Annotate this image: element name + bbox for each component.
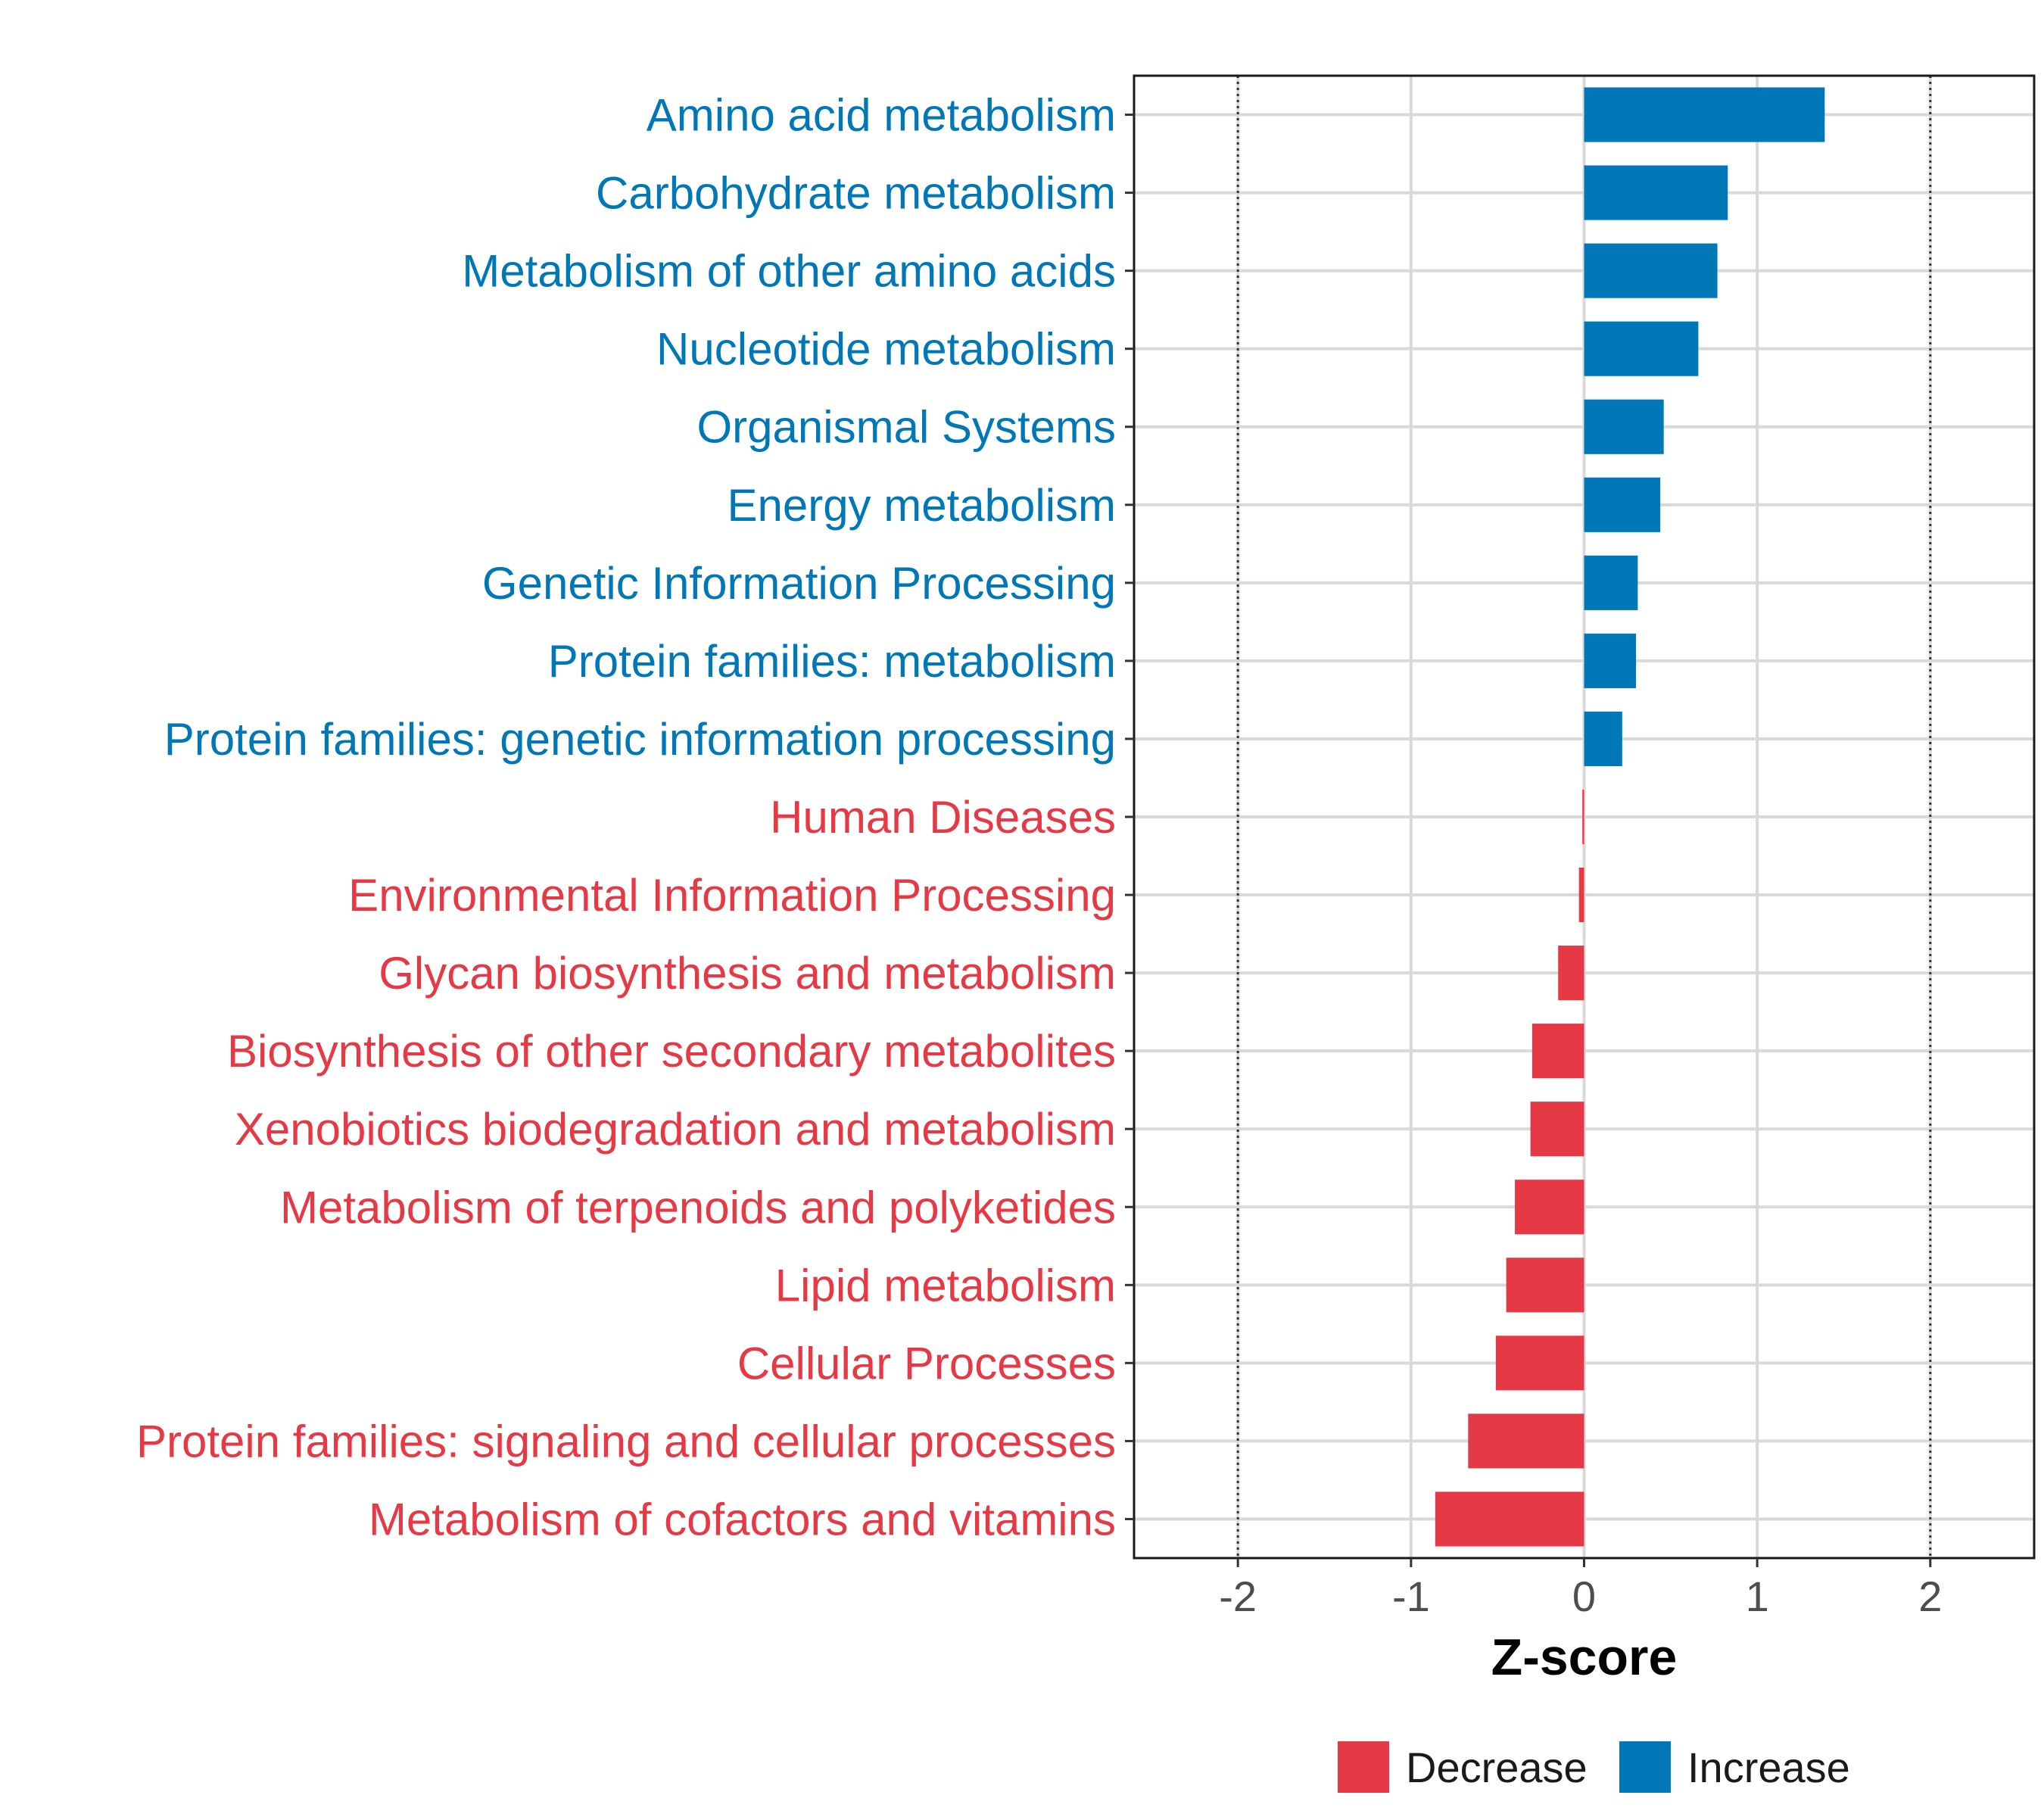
- category-label: Metabolism of other amino acids: [462, 246, 1116, 297]
- category-label: Protein families: genetic information pr…: [164, 714, 1116, 765]
- legend-swatch: [1619, 1741, 1671, 1793]
- bar: [1468, 1413, 1584, 1469]
- bars: [1435, 87, 1825, 1547]
- x-axis-ticks: -2 -1 0 1 2: [1219, 1558, 1942, 1620]
- x-tick-label: 2: [1918, 1572, 1942, 1620]
- x-tick-label: -2: [1219, 1572, 1257, 1620]
- legend-swatch: [1338, 1741, 1389, 1793]
- bar: [1584, 399, 1664, 454]
- y-axis-ticks: [1125, 114, 1134, 1520]
- category-label: Protein families: signaling and cellular…: [136, 1416, 1116, 1466]
- x-tick-label: 0: [1572, 1572, 1596, 1620]
- category-label: Xenobiotics biodegradation and metabolis…: [235, 1104, 1116, 1155]
- category-label: Nucleotide metabolism: [656, 324, 1116, 375]
- category-label: Amino acid metabolism: [647, 90, 1116, 141]
- category-label: Cellular Processes: [737, 1338, 1116, 1388]
- bar: [1584, 243, 1718, 298]
- category-label: Human Diseases: [770, 792, 1116, 843]
- category-label: Carbohydrate metabolism: [596, 168, 1116, 219]
- bar: [1584, 165, 1728, 220]
- bar: [1495, 1335, 1584, 1391]
- bar: [1582, 789, 1584, 845]
- legend: Decrease Increase: [1338, 1741, 1850, 1793]
- category-label: Environmental Information Processing: [348, 870, 1116, 921]
- category-label: Metabolism of terpenoids and polyketides: [280, 1182, 1116, 1233]
- category-label: Energy metabolism: [727, 480, 1116, 531]
- x-axis-title: Z-score: [1491, 1628, 1678, 1686]
- bar: [1584, 477, 1661, 532]
- bar: [1531, 1024, 1584, 1079]
- category-label: Genetic Information Processing: [482, 558, 1116, 609]
- y-axis-labels: Amino acid metabolism Carbohydrate metabo…: [136, 90, 1116, 1545]
- bar: [1515, 1180, 1584, 1235]
- bar: [1506, 1258, 1584, 1313]
- category-label: Metabolism of cofactors and vitamins: [369, 1494, 1116, 1544]
- bar: [1584, 321, 1699, 376]
- bar: [1584, 711, 1622, 767]
- bar: [1435, 1491, 1584, 1547]
- x-tick-label: 1: [1746, 1572, 1769, 1620]
- bar: [1584, 87, 1825, 142]
- category-label: Lipid metabolism: [775, 1260, 1116, 1311]
- category-label: Protein families: metabolism: [548, 636, 1116, 687]
- category-label: Biosynthesis of other secondary metaboli…: [227, 1026, 1116, 1077]
- category-label: Glycan biosynthesis and metabolism: [379, 948, 1116, 999]
- bar: [1584, 633, 1637, 688]
- legend-label: Decrease: [1406, 1744, 1588, 1791]
- category-label: Organismal Systems: [697, 402, 1116, 453]
- x-tick-label: -1: [1392, 1572, 1430, 1620]
- bar: [1584, 555, 1638, 610]
- bar: [1558, 946, 1584, 1001]
- legend-label: Increase: [1687, 1744, 1850, 1791]
- bar: [1530, 1102, 1584, 1157]
- reference-lines: [1236, 76, 1932, 1558]
- bar: [1578, 867, 1584, 923]
